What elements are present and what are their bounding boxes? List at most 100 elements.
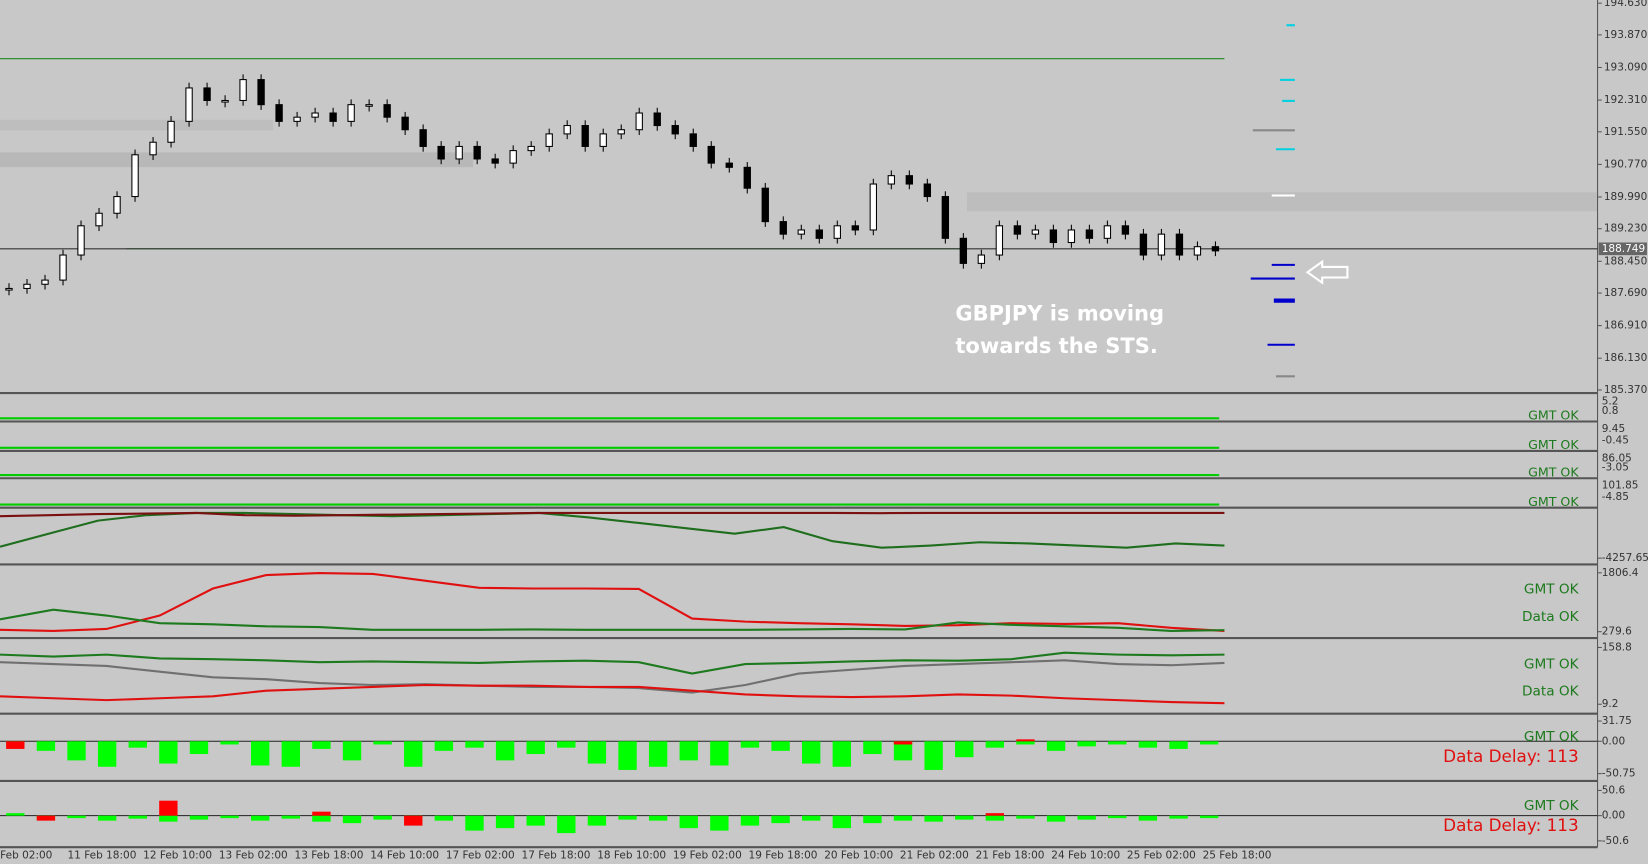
histogram-bar [6,813,25,816]
panel-tick-label: 50.6 [1602,784,1626,796]
histogram-bar [495,815,515,829]
panel-tick-label: -4257.65 [1602,552,1648,564]
candle-body [167,120,175,143]
price-tick-label: 193.870 [1604,29,1647,41]
candle-body [581,125,589,147]
histogram-bar [312,741,331,749]
histogram-bar [128,741,147,748]
panel-tick-label: 1806.4 [1602,567,1639,579]
indicator-line [0,572,1225,633]
candle-body [743,166,751,189]
histogram-bar [802,741,821,764]
panel-tick-label: 31.75 [1602,715,1632,727]
histogram-bar [710,815,729,831]
histogram-bar [404,741,423,767]
price-tick-label: 193.090 [1604,61,1647,73]
candle-body [671,125,679,135]
candle-body [365,104,373,107]
candle-body [275,104,283,122]
histogram-bar [587,815,607,826]
candle-body [545,133,553,147]
candle-body [311,112,319,118]
histogram-bar [863,815,882,824]
strip-axis-label: -0.45 [1602,434,1629,446]
time-label: Feb 02:00 [0,850,52,862]
candle-body [977,254,986,264]
candle-body [599,133,607,147]
annotation: GBPJPY is moving [955,300,1164,325]
candle-body [887,175,895,185]
candle-body [869,183,877,231]
candle-body [905,175,914,185]
candle-body [203,87,211,102]
status-label: GMT OK [1528,437,1579,452]
histogram-bar [220,741,239,745]
status-label: GMT OK [1524,729,1580,745]
histogram-bar [985,813,1005,816]
status-label: GMT OK [1528,464,1579,479]
candle-body [293,116,301,122]
histogram-bar [6,741,25,749]
price-tick-label: 188.450 [1604,255,1647,267]
histogram-bar [1077,741,1096,747]
price-tick-label: 187.690 [1604,287,1647,299]
histogram-bar [189,741,209,755]
time-label: 17 Feb 18:00 [522,850,591,862]
candle-body [95,212,103,227]
histogram-bar [1169,741,1188,749]
candle-body [617,129,625,135]
price-tick-label: 185.370 [1604,384,1647,396]
candle-body [923,183,932,198]
candle-body [1139,233,1148,256]
histogram-bar [404,815,423,826]
histogram-bar [434,741,454,751]
histogram-bar [557,815,576,834]
time-label: 19 Feb 02:00 [673,850,742,862]
histogram-bar [924,741,943,770]
candle-body [491,158,499,164]
price-tick-label: 186.910 [1604,320,1647,332]
candle-body [77,225,85,256]
candle-body [59,254,67,281]
histogram-bar [373,741,392,745]
histogram-bar [36,741,56,751]
histogram-bar [36,815,56,821]
histogram-bar [1199,741,1219,745]
histogram-bar [1016,815,1035,819]
candle-body [833,225,841,239]
candle-body [221,99,229,103]
candle-body [347,104,355,122]
indicator-line [0,511,1225,518]
strip-axis-label: 86.05 [1602,452,1632,464]
histogram-bar [1108,741,1127,745]
zone [0,119,274,131]
candle-body [1157,233,1166,256]
histogram-bar [587,741,607,764]
candle-body [1121,225,1130,235]
status-label: Data Delay: 113 [1443,746,1578,766]
histogram-bar [281,815,300,819]
histogram-bar [618,815,637,820]
histogram-bar [832,815,851,829]
time-label: 19 Feb 18:00 [749,850,818,862]
histogram-bar [1016,739,1035,742]
candle-body [1013,225,1022,235]
time-label: 21 Feb 18:00 [976,850,1045,862]
candle-body [941,196,950,239]
histogram-bar [97,741,117,767]
histogram-bar [159,800,178,816]
histogram-bar [679,815,698,829]
histogram-bar [251,741,270,766]
histogram-bar [1046,741,1066,751]
candle-body [1085,229,1094,239]
histogram-bar [526,741,545,755]
candle-body [401,116,409,131]
time-label: 13 Feb 02:00 [219,850,288,862]
histogram-bar [832,741,851,767]
histogram-bar [189,815,209,820]
histogram-bar [648,741,668,767]
candle-body [1103,225,1112,239]
price-tick-label: 190.770 [1604,158,1647,170]
